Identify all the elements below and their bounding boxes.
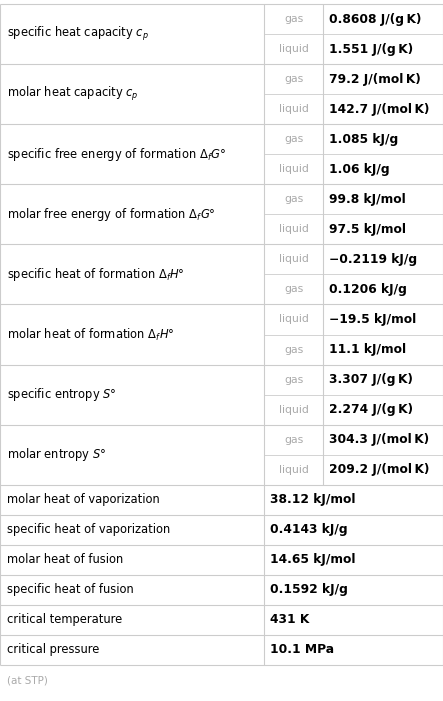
Text: specific heat of fusion: specific heat of fusion [7, 583, 134, 597]
Text: liquid: liquid [279, 465, 309, 475]
Text: liquid: liquid [279, 164, 309, 175]
Text: 1.06 kJ/g: 1.06 kJ/g [330, 163, 390, 176]
Text: molar heat of vaporization: molar heat of vaporization [7, 494, 160, 506]
Text: 431 K: 431 K [271, 613, 310, 627]
Text: liquid: liquid [279, 104, 309, 114]
Text: molar heat of formation $\Delta_f H\degree$: molar heat of formation $\Delta_f H\degr… [7, 327, 175, 343]
Text: 0.1206 kJ/g: 0.1206 kJ/g [330, 283, 407, 296]
Text: 0.8608 J/(g K): 0.8608 J/(g K) [330, 13, 422, 25]
Text: gas: gas [284, 285, 303, 294]
Text: 3.307 J/(g K): 3.307 J/(g K) [330, 373, 413, 386]
Text: 97.5 kJ/mol: 97.5 kJ/mol [330, 223, 406, 236]
Text: 11.1 kJ/mol: 11.1 kJ/mol [330, 343, 407, 356]
Text: gas: gas [284, 14, 303, 24]
Text: 79.2 J/(mol K): 79.2 J/(mol K) [330, 73, 421, 86]
Text: 142.7 J/(mol K): 142.7 J/(mol K) [330, 102, 430, 116]
Text: −0.2119 kJ/g: −0.2119 kJ/g [330, 253, 417, 266]
Text: gas: gas [284, 74, 303, 84]
Text: 0.4143 kJ/g: 0.4143 kJ/g [271, 523, 348, 536]
Text: liquid: liquid [279, 254, 309, 264]
Text: 304.3 J/(mol K): 304.3 J/(mol K) [330, 433, 430, 446]
Text: critical pressure: critical pressure [7, 644, 99, 656]
Text: 1.085 kJ/g: 1.085 kJ/g [330, 132, 399, 146]
Text: 99.8 kJ/mol: 99.8 kJ/mol [330, 193, 406, 206]
Text: 0.1592 kJ/g: 0.1592 kJ/g [271, 583, 348, 597]
Text: specific heat of formation $\Delta_f H\degree$: specific heat of formation $\Delta_f H\d… [7, 266, 185, 283]
Text: gas: gas [284, 374, 303, 385]
Text: liquid: liquid [279, 224, 309, 234]
Text: 209.2 J/(mol K): 209.2 J/(mol K) [330, 463, 430, 476]
Text: 14.65 kJ/mol: 14.65 kJ/mol [271, 553, 356, 566]
Text: liquid: liquid [279, 44, 309, 54]
Text: liquid: liquid [279, 315, 309, 325]
Text: gas: gas [284, 194, 303, 204]
Text: specific heat capacity $c_p$: specific heat capacity $c_p$ [7, 25, 149, 43]
Text: critical temperature: critical temperature [7, 613, 122, 627]
Text: 38.12 kJ/mol: 38.12 kJ/mol [271, 494, 356, 506]
Text: liquid: liquid [279, 404, 309, 414]
Text: specific entropy $S\degree$: specific entropy $S\degree$ [7, 386, 117, 403]
Text: 10.1 MPa: 10.1 MPa [271, 644, 334, 656]
Text: molar heat of fusion: molar heat of fusion [7, 553, 123, 566]
Text: molar heat capacity $c_p$: molar heat capacity $c_p$ [7, 85, 139, 103]
Text: −19.5 kJ/mol: −19.5 kJ/mol [330, 313, 416, 326]
Text: 1.551 J/(g K): 1.551 J/(g K) [330, 43, 413, 55]
Text: molar free energy of formation $\Delta_f G\degree$: molar free energy of formation $\Delta_f… [7, 206, 216, 223]
Text: 2.274 J/(g K): 2.274 J/(g K) [330, 403, 413, 416]
Text: (at STP): (at STP) [7, 676, 48, 686]
Text: specific free energy of formation $\Delta_f G\degree$: specific free energy of formation $\Delt… [7, 146, 226, 163]
Text: gas: gas [284, 435, 303, 444]
Text: specific heat of vaporization: specific heat of vaporization [7, 523, 170, 536]
Text: molar entropy $S\degree$: molar entropy $S\degree$ [7, 446, 106, 463]
Text: gas: gas [284, 344, 303, 355]
Text: gas: gas [284, 134, 303, 144]
